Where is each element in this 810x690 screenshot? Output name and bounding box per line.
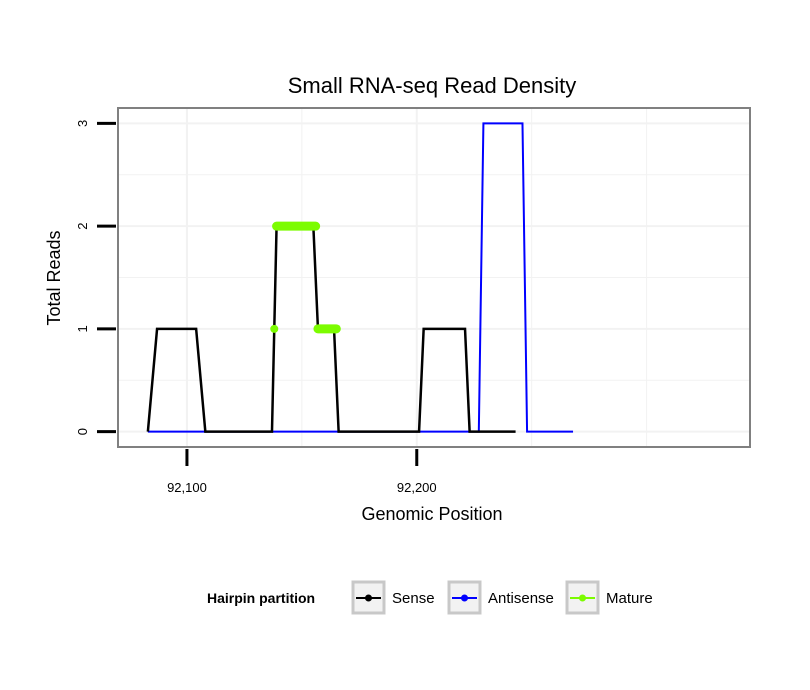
y-tick-label: 0 [75, 428, 90, 435]
x-tick-label: 92,200 [397, 480, 437, 495]
x-axis-title: Genomic Position [361, 504, 502, 524]
y-tick-label: 2 [75, 223, 90, 230]
y-axis-title: Total Reads [44, 230, 64, 325]
plot-panel-border [117, 107, 751, 448]
series-line-antisense [147, 122, 574, 433]
legend: Hairpin partition Sense Antisense Mature [207, 580, 653, 615]
legend-key-point [461, 594, 468, 602]
legend-title: Hairpin partition [207, 590, 315, 606]
y-tick-label: 1 [75, 325, 90, 332]
legend-key-point [365, 594, 372, 602]
grid-lines [118, 108, 750, 447]
axes: 0 1 2 3 92,100 92,200 [75, 120, 437, 495]
legend-label-antisense: Antisense [488, 590, 554, 607]
chart-title: Small RNA-seq Read Density [288, 73, 577, 98]
x-tick-label: 92,100 [167, 480, 207, 495]
series-lines [146, 122, 574, 433]
legend-label-sense: Sense [392, 590, 435, 607]
y-tick-label: 3 [75, 120, 90, 127]
legend-key-point [579, 594, 586, 602]
series-point-mature [270, 324, 279, 333]
legend-label-mature: Mature [606, 590, 653, 607]
